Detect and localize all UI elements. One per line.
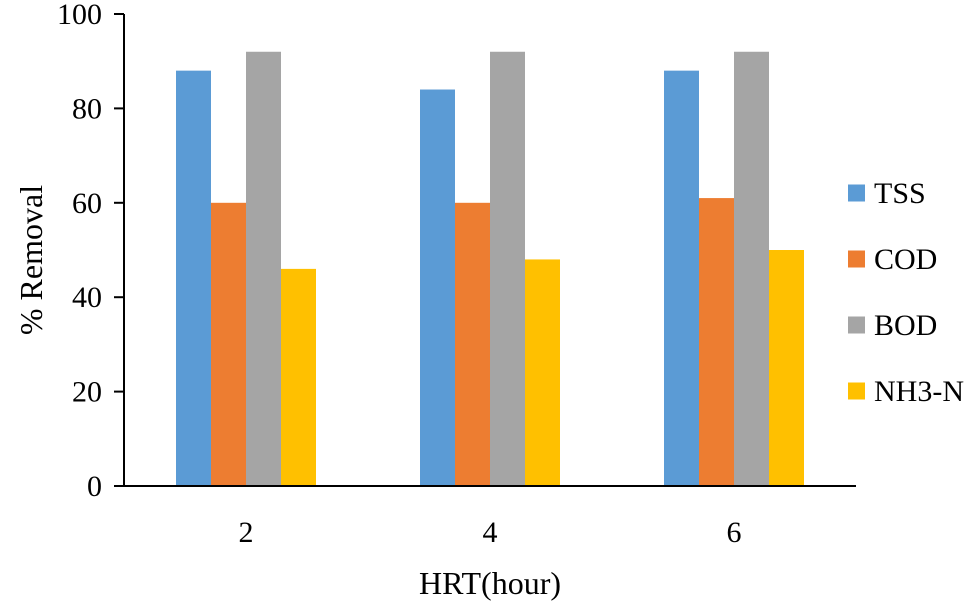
bar-nh3-n-6 bbox=[769, 250, 804, 486]
bar-nh3-n-2 bbox=[281, 268, 316, 486]
legend-swatch-cod bbox=[848, 250, 865, 268]
y-axis-ticks: 0 20 40 60 80 100 bbox=[57, 0, 124, 503]
y-tick-label: 0 bbox=[87, 470, 102, 503]
legend: TSS COD BOD NH3-N bbox=[848, 177, 964, 408]
bar-bod-6 bbox=[734, 51, 769, 486]
x-tick-label: 2 bbox=[239, 516, 254, 549]
bar-bod-2 bbox=[246, 51, 281, 486]
bars-group bbox=[176, 51, 804, 487]
bar-tss-4 bbox=[420, 89, 455, 487]
legend-label-tss: TSS bbox=[874, 177, 926, 210]
bar-cod-6 bbox=[699, 198, 734, 486]
bar-nh3-n-4 bbox=[525, 259, 560, 486]
legend-swatch-bod bbox=[848, 316, 865, 334]
legend-label-bod: BOD bbox=[874, 309, 937, 342]
x-tick-label: 4 bbox=[483, 516, 498, 549]
bar-tss-6 bbox=[664, 70, 699, 486]
x-axis-ticks: 2 4 6 bbox=[239, 516, 742, 549]
legend-swatch-tss bbox=[848, 184, 865, 202]
bar-tss-2 bbox=[176, 70, 211, 486]
bar-bod-4 bbox=[490, 51, 525, 486]
legend-swatch-nh3-n bbox=[848, 382, 865, 400]
legend-label-nh3-n: NH3-N bbox=[874, 375, 964, 408]
x-tick-label: 6 bbox=[727, 516, 742, 549]
bar-cod-2 bbox=[211, 202, 246, 487]
x-axis-title: HRT(hour) bbox=[419, 565, 561, 601]
bar-cod-4 bbox=[455, 202, 490, 487]
y-tick-label: 100 bbox=[57, 0, 102, 31]
y-tick-label: 40 bbox=[72, 281, 102, 314]
y-tick-label: 60 bbox=[72, 187, 102, 220]
legend-label-cod: COD bbox=[874, 243, 937, 276]
y-tick-label: 20 bbox=[72, 376, 102, 409]
y-axis-title: % Removal bbox=[13, 185, 49, 335]
y-tick-label: 80 bbox=[72, 92, 102, 125]
